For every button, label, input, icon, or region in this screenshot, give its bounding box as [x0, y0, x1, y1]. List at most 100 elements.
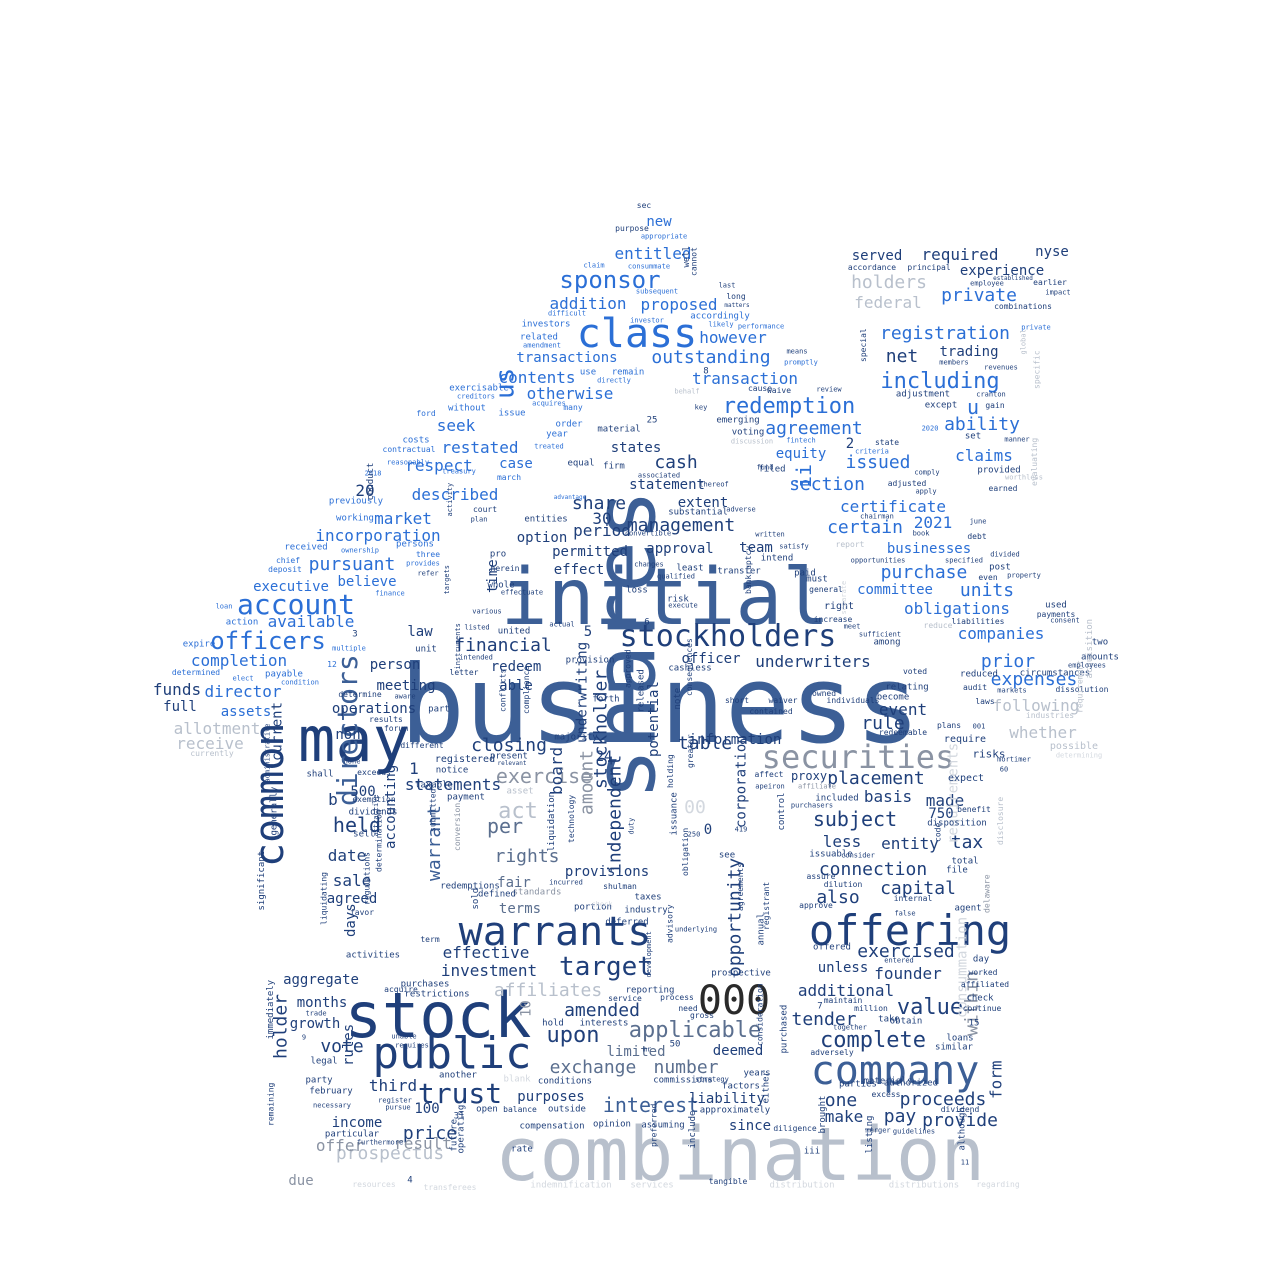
word-include: include [688, 1110, 699, 1149]
word-liquidating: liquidating [319, 872, 329, 925]
word-regulations: regulations [362, 852, 372, 905]
word-assuming: assuming [641, 1120, 685, 1131]
word-emerging: emerging [716, 415, 760, 426]
word-federal: federal [854, 293, 922, 312]
word-industries: industries [1025, 711, 1075, 720]
word-upon: upon [546, 1023, 600, 1048]
word-legal: legal [310, 1056, 338, 1067]
word-public: public [372, 1028, 532, 1079]
word-issuable: issuable [809, 849, 853, 860]
word-factors: factors [722, 1081, 760, 1092]
word-creditors: creditors [457, 392, 495, 401]
word-post: post [989, 562, 1011, 573]
word-mortimer: mortimer [997, 755, 1031, 764]
word-forth: forth [592, 694, 620, 705]
word-march: march [496, 473, 522, 482]
word-offering: offering [808, 906, 1012, 955]
word-net: net [885, 346, 919, 367]
word-executive: executive [253, 579, 329, 595]
word-guidelines: guidelines [892, 1127, 936, 1136]
word-least: least [676, 563, 704, 574]
word-additional: additional [797, 981, 895, 1000]
word-complete: complete [820, 1028, 926, 1053]
word-law: law [407, 624, 433, 640]
word-9: 9 [301, 1033, 307, 1042]
word-stockholders: stockholders [619, 619, 837, 654]
word-convertible: convertible [624, 529, 672, 538]
word-sufficient: sufficient [858, 630, 902, 639]
word-7: 7 [817, 1001, 823, 1012]
word-result: result [394, 1134, 452, 1153]
word-short: short [724, 696, 750, 705]
word-preferred: preferred [649, 1103, 659, 1147]
word-per: per [486, 814, 524, 838]
word-sponsor: sponsor [559, 266, 661, 294]
word-divided: divided [990, 550, 1020, 559]
word-u: u [966, 395, 980, 419]
word-closing: closing [471, 735, 547, 756]
word-global: global [1019, 329, 1028, 355]
word-equity: equity [775, 446, 827, 462]
word-issued: issued [845, 452, 911, 473]
word-special: special [859, 328, 869, 362]
word-basis: basis [863, 787, 913, 806]
word-determine: determine [338, 690, 382, 699]
word-advantage: advantage [553, 494, 587, 501]
word-particular: particular [324, 1129, 380, 1140]
word-instruments: instruments [453, 623, 462, 670]
word-qualified: qualified [657, 572, 695, 581]
word-following: following [992, 696, 1080, 715]
word-entitled: entitled [614, 244, 692, 263]
word-fair: fair [497, 875, 531, 891]
word-consider: consider [841, 851, 875, 860]
word-loans: loans [946, 1033, 974, 1044]
word-prior: prior [980, 651, 1036, 672]
word-receive: receive [176, 734, 244, 753]
word-million: million [854, 1004, 888, 1013]
word-activities: activities [345, 950, 401, 961]
word-among: among [873, 637, 901, 648]
word-associated: associated [637, 471, 681, 480]
word-owned: owned [811, 689, 837, 698]
word-agreed: agreed [326, 891, 378, 907]
word-discussion: discussion [730, 437, 774, 446]
word-income: income [331, 1115, 383, 1131]
word-interest: interest [602, 1093, 700, 1117]
word-opportunities: opportunities [850, 556, 906, 565]
word-firm: firm [603, 461, 625, 472]
word-exchange: exchange [549, 1057, 637, 1078]
word-revenues: revenues [984, 363, 1018, 372]
word-issuance: issuance [669, 792, 680, 836]
word-take: take [878, 1014, 900, 1025]
word-obtain: obtain [889, 1016, 923, 1027]
word-b: b [328, 790, 338, 809]
word-equal: equal [567, 458, 595, 469]
word-means: means [786, 347, 808, 356]
word-changes: changes [634, 560, 664, 569]
word-require: require [943, 734, 987, 745]
word-hold: hold [542, 1018, 564, 1029]
word-officer: officer [681, 651, 741, 667]
word-behalf: behalf [674, 387, 700, 396]
word-refer: refer [417, 569, 439, 578]
word-adjusted: adjusted [887, 479, 927, 488]
word-forum: forum [383, 724, 409, 733]
word-offer: offer [315, 1136, 365, 1155]
word-june: june [969, 517, 987, 526]
word-earlier: earlier [1033, 278, 1067, 287]
word-risk: risk [667, 594, 689, 605]
word-affiliates: affiliates [493, 980, 603, 1001]
word-asset: asset [506, 786, 534, 797]
word-expenses: expenses [990, 669, 1078, 690]
word-voted: voted [902, 667, 928, 676]
word-full: full [163, 699, 197, 715]
word-service: service [608, 994, 642, 1003]
word-included: included [815, 793, 859, 804]
word-principal: principal [907, 263, 951, 272]
word-rights: rights [494, 846, 560, 867]
word-restated: restated [441, 438, 519, 457]
word-value: value [896, 995, 964, 1020]
word-purchased: purchased [779, 1004, 790, 1054]
word-described: described [411, 485, 499, 504]
word-deposit: deposit [268, 565, 302, 574]
